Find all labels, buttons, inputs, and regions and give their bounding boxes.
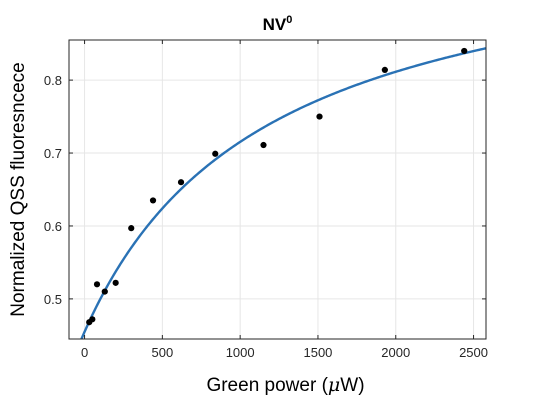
chart-title-superscript: 0 <box>286 14 292 26</box>
x-tick-label: 500 <box>152 345 174 360</box>
data-point <box>212 150 219 157</box>
grid <box>69 40 486 339</box>
y-tick-label: 0.7 <box>44 146 62 161</box>
data-point <box>461 47 468 55</box>
plot-area-border <box>68 39 487 340</box>
fit-curve <box>80 47 487 340</box>
data-point <box>101 288 108 295</box>
x-tick-label: 0 <box>81 345 88 360</box>
data-point <box>112 279 119 286</box>
x-tick-label: 2500 <box>459 345 488 360</box>
data-point <box>381 66 388 73</box>
x-axis-label: Green power (μW) <box>206 374 364 396</box>
data-point <box>93 281 101 288</box>
data-point <box>149 197 157 204</box>
chart-title: NV0 <box>263 14 293 34</box>
ticks: 0 500 1000 1500 2000 2500 0.5 0.6 0.7 0.8 <box>44 40 488 360</box>
data-point <box>128 225 135 232</box>
data-point <box>316 113 323 120</box>
data-point <box>260 141 267 149</box>
x-axis-label-unit: μ <box>328 374 340 396</box>
y-tick-label: 0.8 <box>44 73 62 88</box>
x-tick-label: 2000 <box>381 345 410 360</box>
x-tick-label: 1500 <box>303 345 332 360</box>
x-axis-label-prefix: Green power ( <box>206 375 328 396</box>
y-axis-label: Normalized QSS fluoresncece <box>8 62 29 317</box>
y-tick-label: 0.6 <box>44 219 62 234</box>
x-tick-label: 1000 <box>226 345 255 360</box>
data-point <box>89 316 96 323</box>
chart-title-main: NV <box>263 15 287 34</box>
y-tick-label: 0.5 <box>44 292 62 307</box>
fit-curve-layer <box>80 47 487 340</box>
data-points <box>86 47 468 326</box>
x-axis-label-suffix: W) <box>340 375 364 396</box>
data-point <box>177 179 185 186</box>
